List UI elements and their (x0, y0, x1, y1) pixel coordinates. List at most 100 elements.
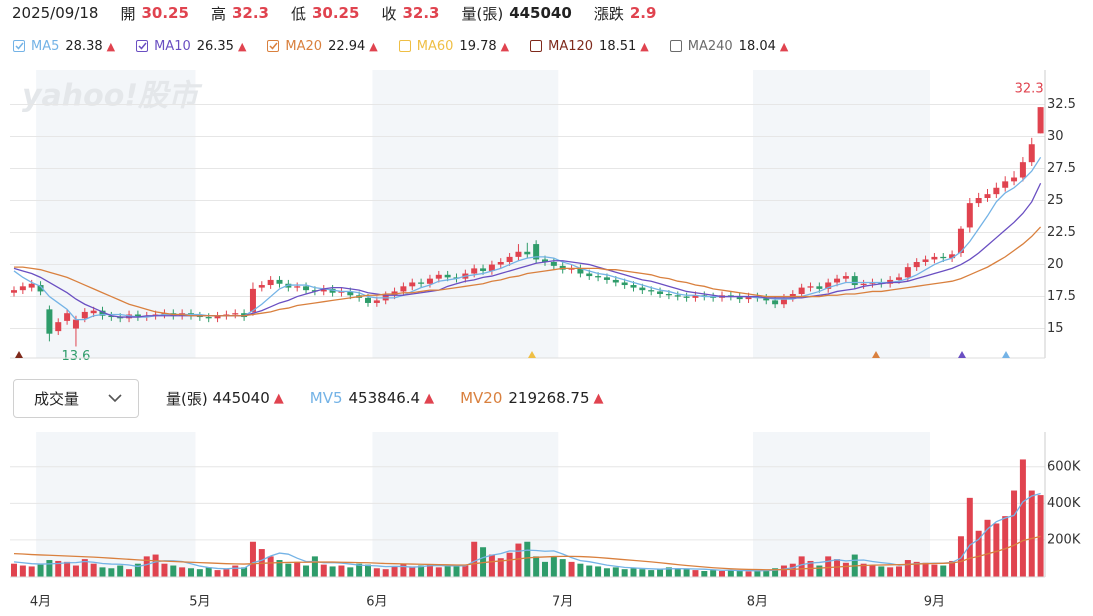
candle-body (595, 276, 602, 278)
volume-bar (108, 568, 115, 577)
candle-body (1028, 144, 1035, 163)
volume-bar (559, 559, 566, 577)
candle-body (542, 259, 548, 262)
legend-name: MA20 (285, 38, 323, 54)
legend-item[interactable]: MA5 28.38 ▲ (13, 39, 115, 54)
volume-bar (11, 563, 17, 577)
y-tick-label: 27.5 (1047, 161, 1076, 176)
check-icon (269, 42, 278, 50)
volume-bar (692, 570, 699, 577)
volume-bar (719, 571, 725, 577)
candle-body (949, 254, 956, 259)
candle-body (931, 256, 938, 260)
volume-bar (488, 554, 495, 577)
volume-bar (595, 566, 602, 577)
signal-marker (872, 351, 880, 358)
volume-bar (710, 570, 717, 577)
volume-bar (46, 560, 53, 577)
volume-bar (922, 562, 929, 577)
volume-bar (90, 563, 97, 577)
legend-name: MA240 (687, 38, 733, 54)
month-band (753, 70, 930, 358)
candle-body (11, 290, 17, 293)
candle-body (966, 203, 973, 228)
up-arrow: ▲ (500, 39, 510, 53)
legend-item[interactable]: MA60 19.78 ▲ (398, 39, 510, 54)
up-arrow: ▲ (369, 39, 378, 53)
legend-name: MA10 (154, 38, 191, 54)
volume-bar (214, 570, 221, 577)
candle-body (46, 309, 53, 334)
candle-body (1002, 181, 1009, 188)
candle-body (842, 276, 849, 279)
volume-bar (966, 497, 973, 577)
legend-checkbox[interactable] (530, 40, 543, 52)
candle-body (648, 290, 655, 292)
legend-checkbox[interactable] (136, 40, 149, 52)
legend-item[interactable]: MA10 26.35 ▲ (136, 39, 246, 54)
legend-checkbox[interactable] (13, 40, 25, 52)
legend-item[interactable]: MA20 22.94 ▲ (267, 38, 378, 54)
candle-body (1011, 177, 1018, 182)
volume-bar (28, 566, 35, 577)
volume-bar (816, 565, 823, 577)
volume-bar (81, 559, 88, 577)
volume-bar (1028, 490, 1035, 577)
ma-legend: MA5 28.38 ▲ MA10 26.35 ▲ MA20 22.94 ▲ MA60 19.78 ▲ M… (13, 37, 809, 55)
quote-bar: 2025/09/18 開 30.25 高 32.3 低 30.25 收 32.3 量(張… (12, 3, 656, 23)
candle-body (780, 297, 787, 305)
volume-bar (949, 560, 956, 577)
candle-body (55, 322, 62, 332)
up-arrow: ▲ (424, 390, 435, 406)
legend-checkbox[interactable] (669, 40, 682, 52)
legend-checkbox[interactable] (267, 40, 280, 52)
candle-body (612, 279, 619, 283)
candle-body (365, 297, 371, 303)
legend-item[interactable]: MA240 18.04 ▲ (669, 38, 789, 54)
volume-bar (117, 565, 124, 577)
month-band (36, 70, 196, 358)
volume-bar (683, 569, 690, 577)
volume-bar (55, 560, 62, 577)
x-tick-label: 6月 (366, 595, 387, 610)
candle-body (232, 313, 239, 315)
candle-body (940, 256, 947, 259)
volume-bar (435, 567, 442, 577)
month-band (753, 432, 930, 577)
volume-bar (400, 563, 407, 577)
candle-body (320, 288, 327, 292)
legend-name: 量(張) (166, 389, 208, 408)
volume-bar (984, 519, 991, 577)
signal-marker (528, 351, 536, 358)
candle-body (409, 282, 416, 287)
volume-bar (179, 567, 186, 577)
up-arrow: ▲ (779, 39, 789, 53)
volume-bar (648, 570, 655, 577)
volume-bar (957, 536, 964, 577)
y-tick-label: 15 (1047, 321, 1064, 336)
candle-body (99, 310, 106, 316)
candle-body (276, 279, 283, 284)
candle-body (249, 288, 256, 312)
candle-body (550, 262, 557, 266)
indicator-dropdown[interactable]: 成交量 (13, 379, 139, 418)
volume-bar (382, 569, 389, 577)
candle-body (471, 268, 478, 274)
quote-label: 漲跌 (593, 4, 624, 23)
check-icon (14, 42, 24, 50)
volume-bar (665, 567, 672, 577)
candle-body (993, 187, 1000, 195)
volume-bar (1002, 516, 1009, 577)
candle-body (19, 286, 26, 291)
candle-body (497, 262, 504, 265)
legend-checkbox[interactable] (398, 40, 411, 52)
volume-bar (993, 523, 1000, 577)
signal-marker (1002, 351, 1010, 358)
volume-bar (1019, 459, 1026, 577)
volume-bar (913, 561, 920, 577)
quote-label: 低 (290, 4, 306, 23)
legend-value: 26.35 (196, 38, 234, 54)
volume-bar (798, 556, 805, 577)
y-tick-label: 32.5 (1047, 97, 1076, 112)
legend-item[interactable]: MA120 18.51 ▲ (530, 39, 649, 54)
